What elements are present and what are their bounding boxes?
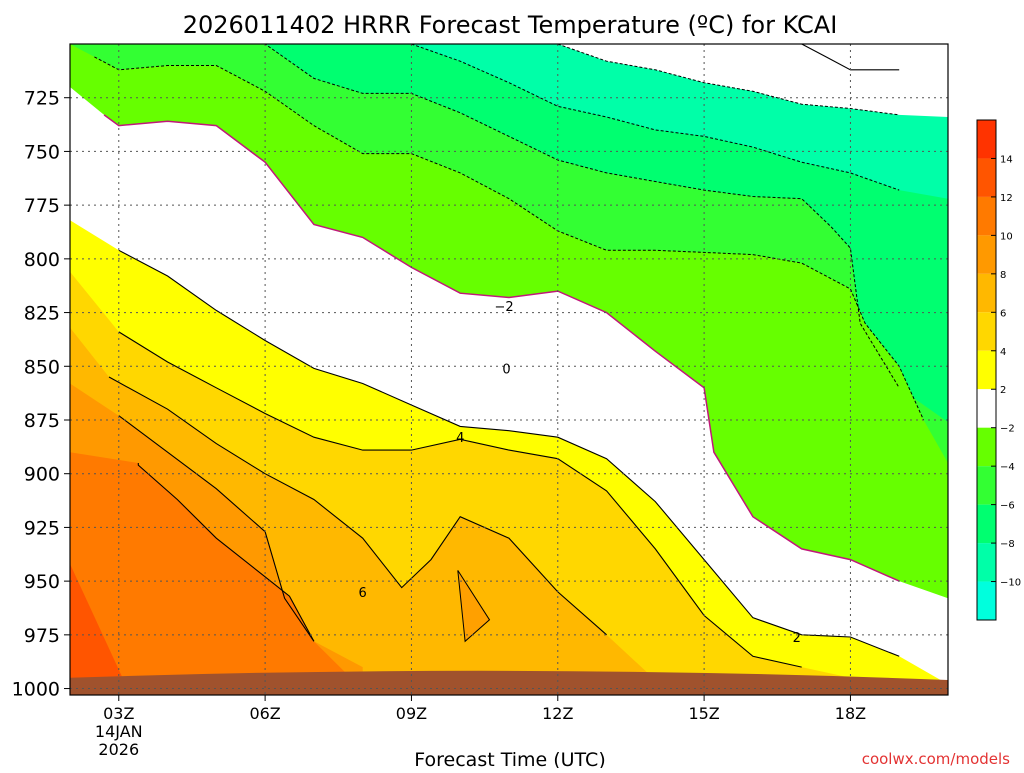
y-tick-label: 900 [24,464,60,486]
y-tick-label: 1000 [12,679,60,701]
colorbar-segment [977,312,996,351]
contour-line-7 [94,56,925,421]
colorbar-frame [976,119,997,621]
colorbar-segment [977,543,996,582]
colorbar-segment [977,389,996,428]
colorbar-segment [977,196,996,236]
axes: 725 750 775 800 825 850 875 900 925 950 975 1000 03Z… [12,43,949,759]
plot-area: −2 0 4 6 2 [70,44,948,695]
colorbar: 14 12 10 8 6 4 2 −2 −4 −6 −8 −10 [976,119,1021,621]
y-tick-label: 950 [24,571,60,593]
plot-frame [69,43,949,696]
contour-line-6 [103,114,900,582]
colorbar-tick-label: 8 [1000,270,1006,281]
temp-band-1 [70,563,129,695]
y-tick-label: 825 [24,303,60,325]
colorbar-tick-label: −10 [1000,578,1021,589]
credit-text: coolwx.com/models [862,750,1010,768]
contour-line-4 [118,331,802,668]
x-tick-label: 18Z [835,704,866,723]
colorbar-tick-label: 2 [1000,385,1006,396]
x-tick-label: 06Z [249,704,280,723]
y-tick-label: 850 [24,356,60,378]
x-tick-label: 09Z [396,704,427,723]
colorbar-tick-label: 14 [1000,154,1013,165]
y-tick-label: 800 [24,249,60,271]
ground-surface [70,670,948,695]
y-tick-label: 925 [24,517,60,539]
x-tick-label: 03Z [103,704,134,723]
contour-line-0 [137,463,315,642]
filled-bands [70,44,948,695]
contour-label: 6 [359,586,367,601]
x-date-label: 14JAN [95,722,143,741]
y-tick-label: 975 [24,625,60,647]
colorbar-tick-label: 10 [1000,231,1013,242]
colorbar-segment [977,466,996,505]
colorbar-tick-label: −8 [1000,539,1015,550]
colorbar-segment [977,158,996,197]
contour-line-11 [801,44,900,71]
x-tick-label: 12Z [542,704,573,723]
grid-lines [70,44,948,695]
contour-label: 2 [793,631,801,646]
chart-title: 2026011402 HRRR Forecast Temperature (ºC… [183,11,838,39]
colorbar-tick-label: 4 [1000,347,1006,358]
colorbar-segment [977,504,996,544]
x-date-label: 2026 [98,740,139,759]
colorbar-segment [977,581,996,620]
contour-line-3 [108,376,607,636]
y-tick-label: 875 [24,410,60,432]
y-tick-label: 775 [24,195,60,217]
y-tick-label: 750 [24,141,60,163]
colorbar-tick-label: −4 [1000,462,1015,473]
colorbar-segment [977,427,996,467]
x-tick-label: 15Z [688,704,719,723]
colorbar-tick-label: −2 [1000,424,1015,435]
colorbar-segment [977,120,996,159]
contour-label: 0 [502,362,510,377]
contour-line-5 [118,249,900,657]
contour-label: 4 [456,431,464,446]
x-axis-label: Forecast Time (UTC) [414,749,605,768]
temp-band-0 [70,452,353,695]
contour-line-2 [118,415,315,642]
y-tick-label: 725 [24,88,60,110]
colorbar-segment [977,273,996,313]
contour-line-8 [118,44,900,389]
warm-pocket [457,570,491,643]
colorbar-tick-label: 12 [1000,193,1013,204]
colorbar-segment [977,235,996,274]
colorbar-tick-label: −6 [1000,501,1015,512]
colorbar-tick-label: 6 [1000,308,1006,319]
contour-label: −2 [495,300,514,315]
colorbar-segment [977,350,996,390]
contour-line-10 [557,44,900,116]
contour-line-9 [411,44,900,191]
